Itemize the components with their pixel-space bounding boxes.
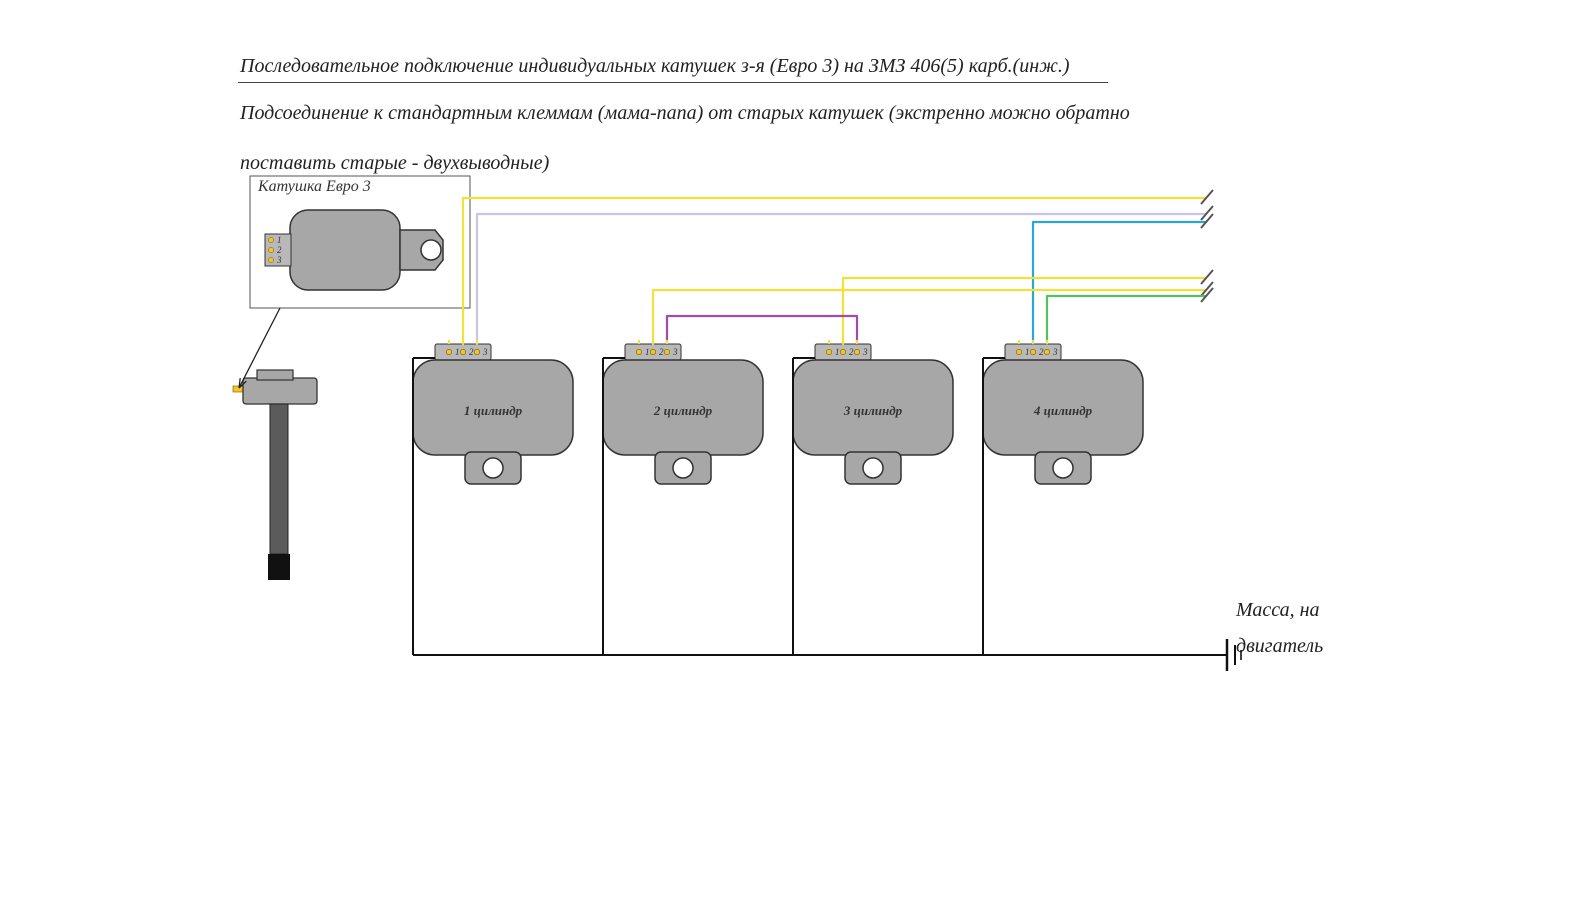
svg-text:2 цилиндр: 2 цилиндр (653, 403, 713, 418)
svg-text:3: 3 (672, 347, 678, 357)
svg-text:1 цилиндр: 1 цилиндр (464, 403, 523, 418)
svg-text:1: 1 (645, 347, 650, 357)
svg-text:2: 2 (277, 245, 282, 255)
svg-text:2: 2 (1039, 347, 1044, 357)
wire-green (1047, 296, 1205, 344)
coil-icon: 123 1 цилиндр (413, 344, 573, 484)
svg-text:3 цилиндр: 3 цилиндр (843, 403, 903, 418)
svg-text:3: 3 (862, 347, 868, 357)
svg-text:1: 1 (835, 347, 840, 357)
svg-text:2: 2 (469, 347, 474, 357)
side-coil-icon (233, 370, 317, 580)
svg-text:2: 2 (849, 347, 854, 357)
coil-icon: 123 3 цилиндр (793, 344, 953, 484)
wire-yellow-mid (843, 278, 1205, 344)
svg-text:3: 3 (276, 255, 282, 265)
svg-text:4 цилиндр: 4 цилиндр (1033, 403, 1093, 418)
svg-text:3: 3 (482, 347, 488, 357)
coil-icon: 123 2 цилиндр (603, 344, 763, 484)
wire-blue (1033, 222, 1205, 344)
inset-coil: 123 (265, 210, 443, 290)
coil-icon: 123 4 цилиндр (983, 344, 1143, 484)
diagram-svg: 1231231 цилиндр1232 цилиндр1233 цилиндр1… (0, 0, 1596, 900)
svg-text:3: 3 (1052, 347, 1058, 357)
wire-purple-bridge (667, 316, 857, 344)
svg-text:2: 2 (659, 347, 664, 357)
svg-text:1: 1 (1025, 347, 1030, 357)
svg-text:1: 1 (455, 347, 460, 357)
wire-yellow-top (463, 198, 1205, 344)
svg-text:1: 1 (277, 235, 282, 245)
